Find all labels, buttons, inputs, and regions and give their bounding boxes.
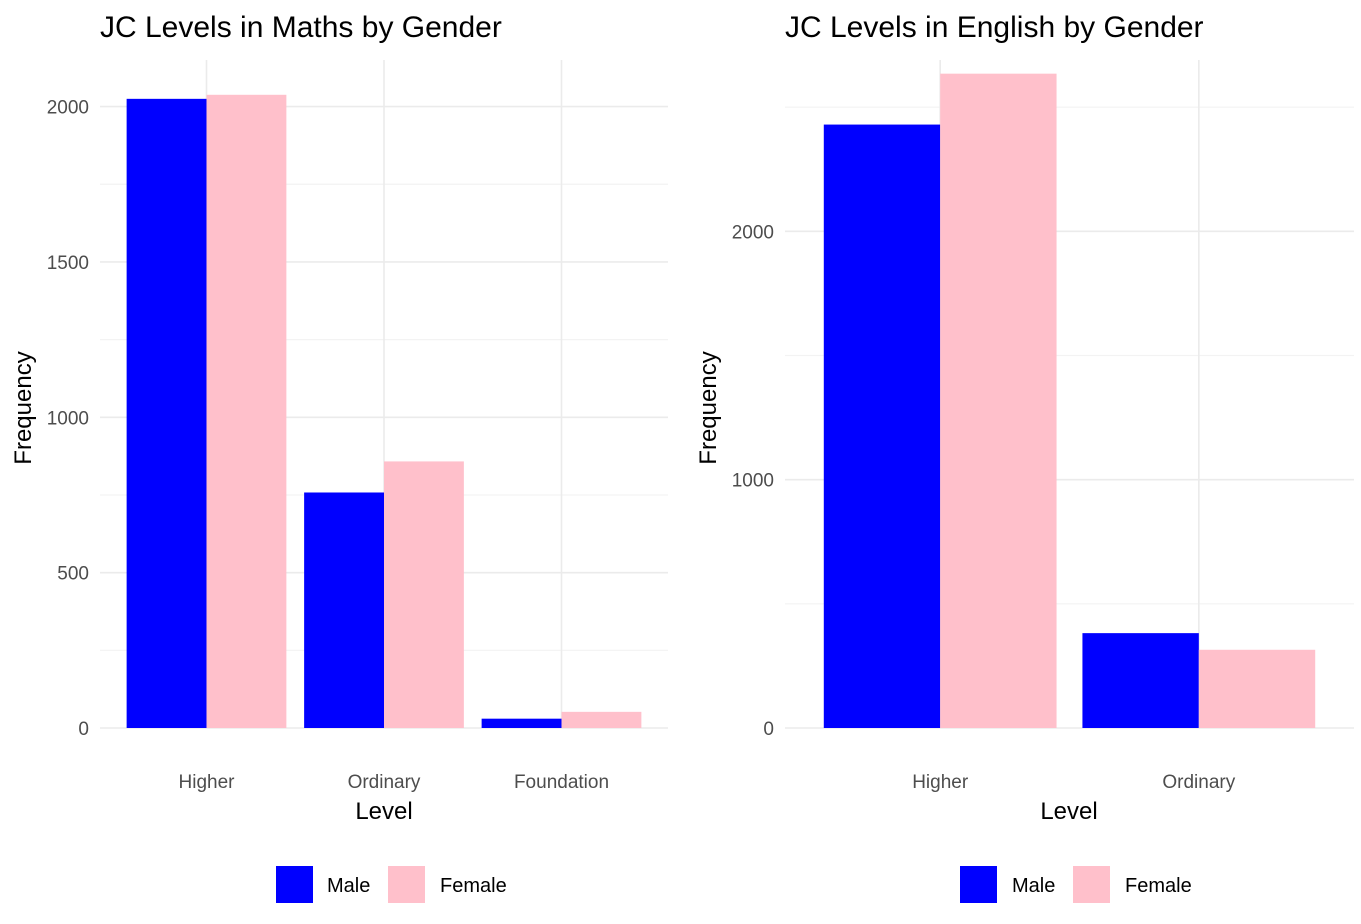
bar-female-foundation <box>561 711 642 728</box>
y-tick-label: 1500 <box>47 253 89 274</box>
y-tick-labels: 0 1000 2000 <box>732 222 774 740</box>
legend-label-female: Female <box>1125 875 1192 897</box>
x-axis-title: Level <box>1040 798 1097 825</box>
legend-key-male <box>276 866 313 903</box>
y-tick-label: 0 <box>78 719 89 740</box>
y-tick-label: 0 <box>763 719 774 740</box>
x-tick-label: Ordinary <box>1162 772 1235 793</box>
bars <box>126 94 642 728</box>
legend-label-male: Male <box>327 875 370 897</box>
y-tick-label: 500 <box>57 564 89 585</box>
y-tick-label: 2000 <box>47 98 89 119</box>
x-tick-labels: Higher Ordinary <box>912 772 1236 793</box>
legend-label-male: Male <box>1012 875 1055 897</box>
legend-key-female <box>388 866 425 903</box>
y-axis-title: Frequency <box>10 351 37 464</box>
bar-male-higher <box>823 124 941 728</box>
x-tick-labels: Higher Ordinary Foundation <box>179 772 610 793</box>
x-tick-label: Foundation <box>514 772 609 793</box>
bar-male-ordinary <box>1082 633 1199 728</box>
x-tick-label: Higher <box>179 772 236 793</box>
maths-chart: JC Levels in Maths by Gender 0 500 1000 150… <box>10 11 668 903</box>
y-tick-label: 2000 <box>732 222 774 243</box>
bar-male-foundation <box>481 718 562 728</box>
legend-label-female: Female <box>440 875 507 897</box>
legend-key-male <box>960 866 997 903</box>
bar-female-ordinary <box>384 461 464 728</box>
bar-male-higher <box>126 98 207 728</box>
y-axis-title: Frequency <box>695 351 722 464</box>
y-tick-label: 1000 <box>47 408 89 429</box>
x-tick-label: Higher <box>912 772 969 793</box>
x-tick-label: Ordinary <box>348 772 421 793</box>
x-axis-title: Level <box>355 798 412 825</box>
y-tick-label: 1000 <box>732 471 774 492</box>
bar-male-ordinary <box>304 492 384 728</box>
y-tick-labels: 0 500 1000 1500 2000 <box>47 98 89 740</box>
bars <box>823 73 1316 729</box>
legend: Male Female <box>960 866 1192 903</box>
chart-title: JC Levels in Maths by Gender <box>100 11 502 44</box>
bar-female-higher <box>206 94 287 728</box>
legend-key-female <box>1073 866 1110 903</box>
chart-title: JC Levels in English by Gender <box>785 11 1204 44</box>
bar-female-higher <box>940 73 1057 729</box>
legend: Male Female <box>276 866 507 903</box>
english-chart: JC Levels in English by Gender 0 1000 2000… <box>695 11 1354 903</box>
bar-female-ordinary <box>1198 649 1316 728</box>
